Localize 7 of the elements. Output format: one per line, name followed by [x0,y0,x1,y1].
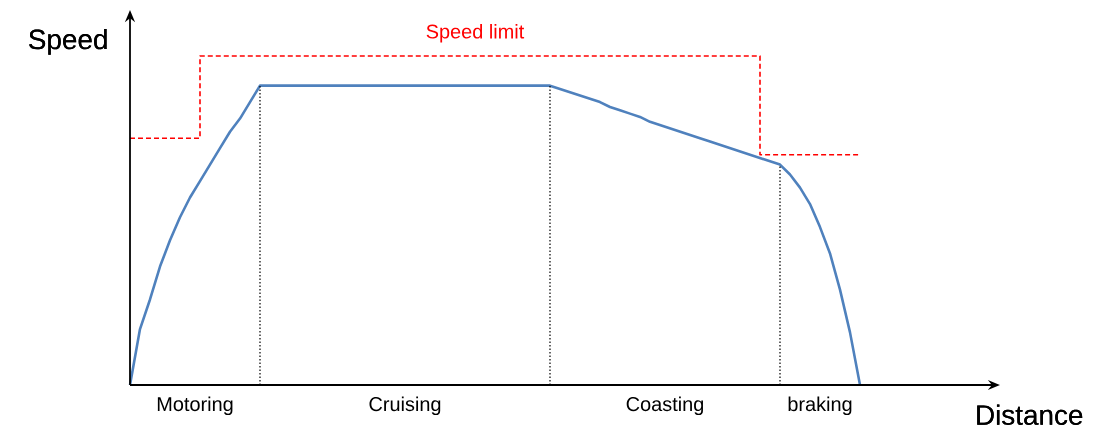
series-label: Speed limit [426,23,525,43]
x-axis-title: Distance [977,404,1083,425]
text: braking [788,396,852,416]
text: Coasting [626,396,704,416]
y-axis-title: Speed [29,28,107,55]
text: Motoring [157,396,233,416]
text: Cruising [369,396,441,416]
